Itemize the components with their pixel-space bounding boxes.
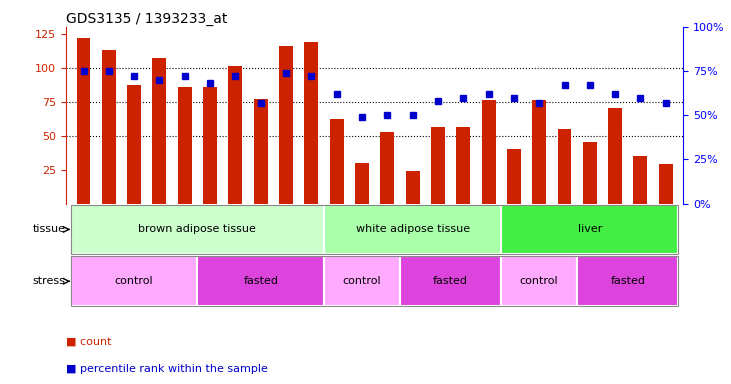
Bar bbox=[324, 257, 400, 306]
Bar bbox=[501, 257, 577, 306]
Bar bbox=[532, 100, 546, 204]
Bar bbox=[324, 205, 501, 254]
Text: ■ count: ■ count bbox=[66, 337, 111, 347]
Text: GDS3135 / 1393233_at: GDS3135 / 1393233_at bbox=[66, 12, 227, 26]
Text: brown adipose tissue: brown adipose tissue bbox=[138, 224, 257, 235]
Bar bbox=[102, 50, 115, 204]
Bar bbox=[254, 99, 268, 204]
Text: tissue: tissue bbox=[32, 224, 65, 235]
Bar bbox=[558, 129, 572, 204]
Text: control: control bbox=[520, 276, 558, 286]
Bar bbox=[330, 119, 344, 204]
Bar bbox=[380, 131, 394, 204]
Bar bbox=[482, 100, 496, 204]
Text: stress: stress bbox=[32, 276, 65, 286]
Bar bbox=[659, 164, 673, 204]
Bar bbox=[304, 42, 318, 204]
Bar bbox=[71, 205, 324, 254]
Bar bbox=[178, 87, 192, 204]
Text: fasted: fasted bbox=[433, 276, 468, 286]
Bar bbox=[279, 46, 293, 204]
Bar bbox=[400, 257, 501, 306]
Bar bbox=[203, 87, 217, 204]
Text: fasted: fasted bbox=[243, 276, 279, 286]
Bar bbox=[197, 257, 324, 306]
Bar bbox=[153, 58, 167, 204]
Bar bbox=[127, 85, 141, 204]
Text: ■ percentile rank within the sample: ■ percentile rank within the sample bbox=[66, 364, 268, 374]
Bar bbox=[229, 66, 243, 204]
Bar bbox=[77, 38, 91, 204]
Bar bbox=[634, 156, 648, 204]
Bar bbox=[608, 108, 622, 204]
Bar bbox=[71, 257, 197, 306]
Text: white adipose tissue: white adipose tissue bbox=[355, 224, 470, 235]
Text: fasted: fasted bbox=[610, 276, 645, 286]
Bar bbox=[583, 142, 596, 204]
Bar bbox=[577, 257, 678, 306]
Bar bbox=[501, 205, 678, 254]
Text: control: control bbox=[343, 276, 382, 286]
Text: control: control bbox=[115, 276, 154, 286]
Bar bbox=[431, 127, 445, 204]
Bar bbox=[507, 149, 520, 204]
Bar bbox=[456, 127, 470, 204]
Bar bbox=[355, 163, 369, 204]
Bar bbox=[406, 171, 420, 204]
Text: liver: liver bbox=[577, 224, 602, 235]
